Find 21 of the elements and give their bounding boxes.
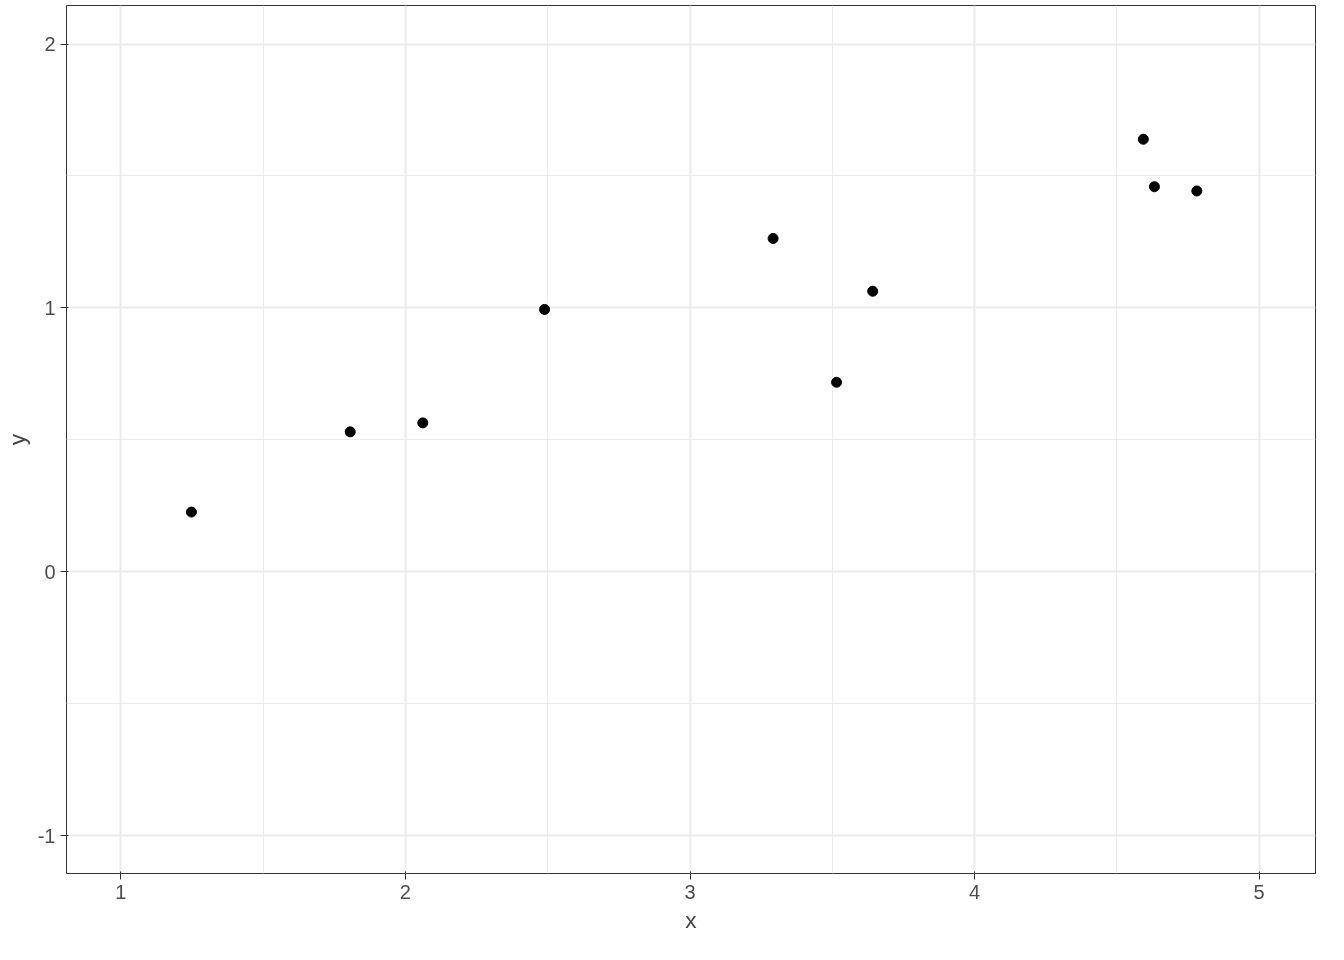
point	[1137, 133, 1149, 145]
x-axis-title: x	[685, 906, 698, 933]
y-tick-label: -1	[37, 824, 56, 847]
x-tick-label: 5	[1253, 880, 1265, 903]
point	[867, 285, 879, 297]
y-tick-label: 0	[44, 560, 56, 583]
point	[417, 417, 429, 429]
point	[1148, 181, 1160, 193]
point	[539, 303, 551, 315]
point	[344, 426, 356, 438]
y-axis-title: y	[3, 433, 30, 446]
x-tick-label: 4	[969, 880, 981, 903]
y-tick-label: 1	[44, 296, 56, 319]
x-tick-label: 3	[684, 880, 696, 903]
point	[185, 506, 197, 518]
x-tick-label: 1	[115, 880, 127, 903]
y-tick-label: 2	[44, 33, 56, 56]
x-tick-label: 2	[399, 880, 411, 903]
point	[767, 232, 779, 244]
point	[1191, 185, 1203, 197]
point	[831, 376, 843, 388]
